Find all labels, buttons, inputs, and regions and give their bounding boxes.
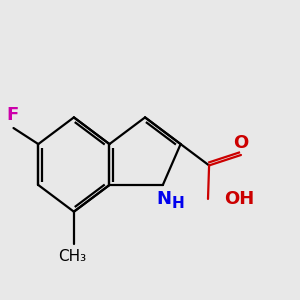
Text: CH₃: CH₃ — [58, 249, 86, 264]
Text: OH: OH — [224, 190, 254, 208]
Text: O: O — [233, 134, 249, 152]
Text: F: F — [6, 106, 18, 124]
Text: N: N — [157, 190, 172, 208]
Text: H: H — [172, 196, 184, 211]
